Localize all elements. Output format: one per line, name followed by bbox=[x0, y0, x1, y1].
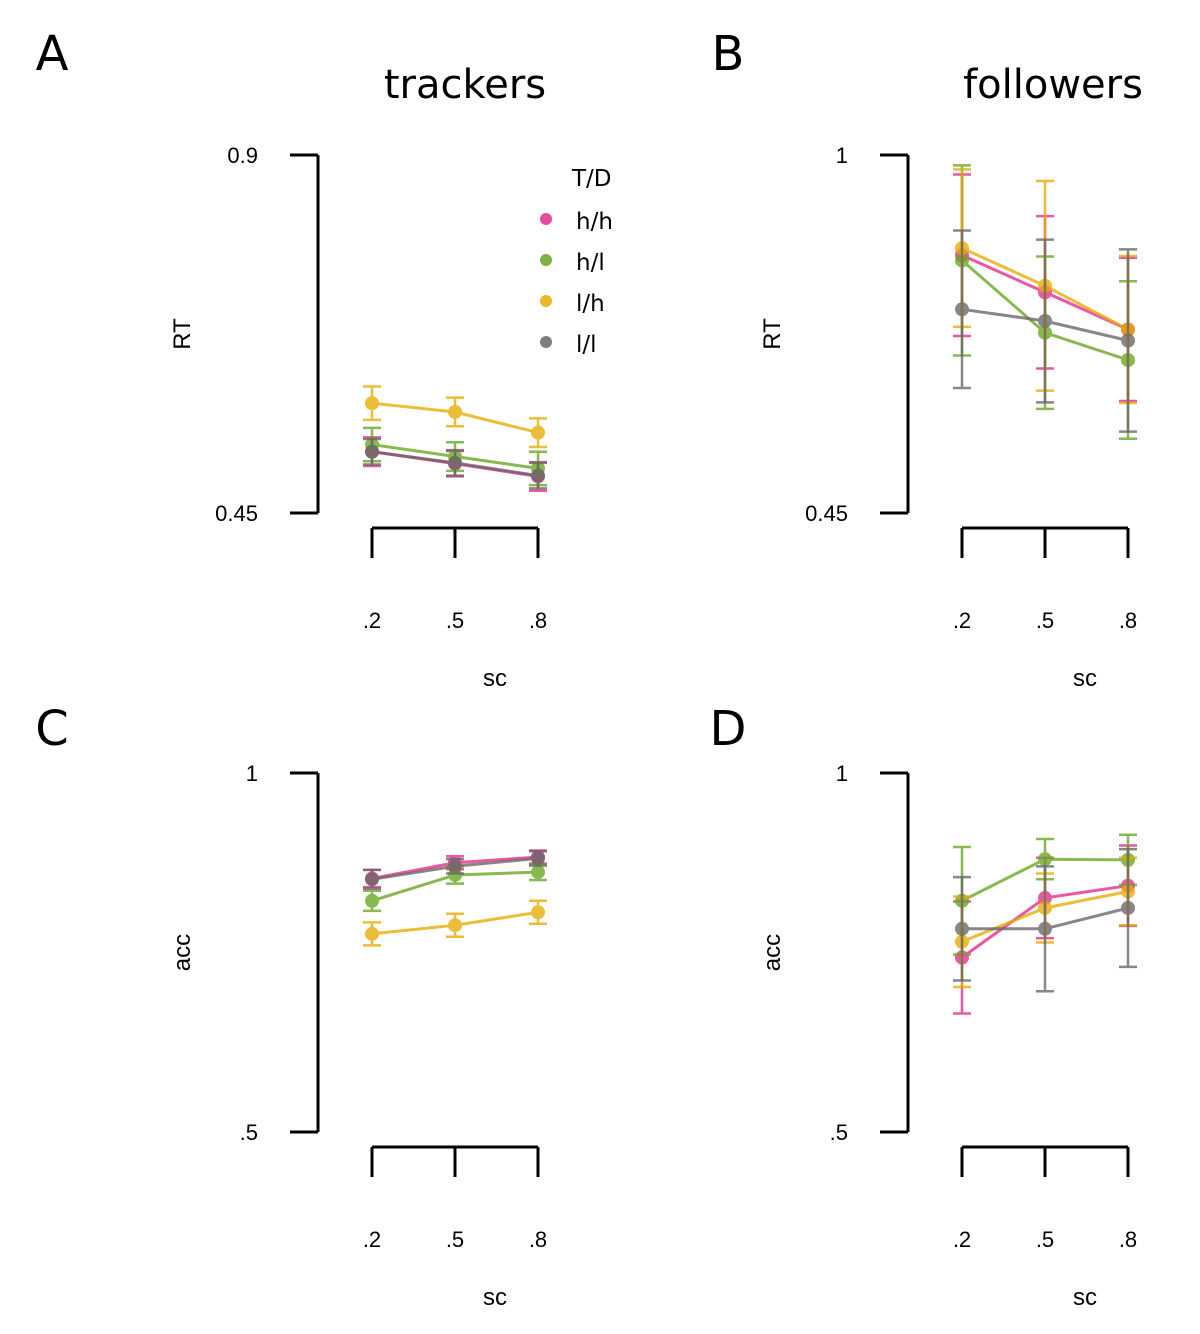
y-tick-label: 0.9 bbox=[227, 143, 258, 168]
data-point bbox=[365, 893, 379, 908]
x-tick-label: .8 bbox=[1119, 1227, 1137, 1252]
data-point bbox=[531, 865, 545, 880]
x-axis-title: sc bbox=[483, 665, 507, 692]
x-tick-label: .8 bbox=[529, 1227, 547, 1252]
legend-label: l/h bbox=[576, 291, 605, 317]
x-tick-label: .5 bbox=[1036, 608, 1054, 633]
panel-letter: C bbox=[35, 701, 69, 757]
series-l-l bbox=[363, 437, 547, 490]
data-point bbox=[448, 404, 462, 419]
panel-letter: B bbox=[712, 26, 745, 82]
panel-B: B 1 0.45 RT .2 .5 .8 sc bbox=[712, 26, 1138, 692]
series-h-l bbox=[363, 862, 547, 913]
x-axis-title: sc bbox=[483, 1284, 507, 1311]
y-axis-title: acc bbox=[759, 934, 786, 971]
legend-marker bbox=[540, 295, 552, 307]
x-tick-label: .2 bbox=[363, 1227, 381, 1252]
panel-letter: D bbox=[710, 701, 747, 757]
data-point bbox=[1038, 921, 1052, 936]
data-point bbox=[531, 468, 545, 483]
x-tick-label: .8 bbox=[529, 608, 547, 633]
y-tick-label: .5 bbox=[240, 1120, 258, 1145]
data-point bbox=[365, 444, 379, 459]
data-point bbox=[448, 918, 462, 933]
panel-letter: A bbox=[36, 26, 69, 82]
legend-label: h/h bbox=[576, 209, 613, 235]
data-point bbox=[1038, 852, 1052, 867]
data-point bbox=[448, 859, 462, 874]
x-tick-label: .5 bbox=[446, 608, 464, 633]
y-axis-title: acc bbox=[169, 934, 196, 971]
series-h-l bbox=[953, 833, 1137, 956]
data-point bbox=[955, 302, 969, 317]
data-point bbox=[448, 455, 462, 470]
series-l-h bbox=[363, 385, 547, 449]
legend-marker bbox=[540, 336, 552, 348]
y-tick-label: 0.45 bbox=[805, 501, 848, 526]
series-l-h bbox=[363, 899, 547, 947]
data-point bbox=[365, 926, 379, 941]
data-point bbox=[365, 872, 379, 887]
y-tick-label: 1 bbox=[246, 761, 258, 786]
legend-label: l/l bbox=[576, 332, 597, 358]
x-tick-label: .2 bbox=[953, 1227, 971, 1252]
x-axis-title: sc bbox=[1073, 665, 1097, 692]
column-title-followers: followers bbox=[963, 62, 1143, 108]
x-tick-label: .8 bbox=[1119, 608, 1137, 633]
data-point bbox=[955, 921, 969, 936]
legend-marker bbox=[540, 254, 552, 266]
x-axis-title: sc bbox=[1073, 1284, 1097, 1311]
series-l-l bbox=[953, 229, 1137, 433]
panel-A: A 0.9 0.45 RT .2 .5 .8 sc bbox=[36, 26, 548, 692]
data-point bbox=[365, 396, 379, 411]
y-axis-title: RT bbox=[759, 318, 786, 350]
data-point bbox=[1121, 333, 1135, 348]
y-tick-label: 1 bbox=[836, 143, 848, 168]
y-tick-label: 1 bbox=[836, 761, 848, 786]
column-title-trackers: trackers bbox=[384, 62, 546, 108]
data-point bbox=[531, 851, 545, 866]
panel-D: D 1 .5 acc .2 .5 .8 sc bbox=[710, 701, 1138, 1311]
x-tick-label: .5 bbox=[446, 1227, 464, 1252]
legend-label: h/l bbox=[576, 250, 605, 276]
legend-marker bbox=[540, 213, 552, 225]
x-tick-label: .2 bbox=[363, 608, 381, 633]
data-point bbox=[531, 425, 545, 440]
series-l-l bbox=[953, 847, 1137, 993]
data-point bbox=[1038, 313, 1052, 328]
legend-title: T/D bbox=[571, 166, 612, 192]
y-tick-label: 0.45 bbox=[215, 501, 258, 526]
x-tick-label: .5 bbox=[1036, 1227, 1054, 1252]
y-axis-title: RT bbox=[169, 318, 196, 350]
data-point bbox=[531, 905, 545, 920]
series-l-l bbox=[363, 850, 547, 890]
x-tick-label: .2 bbox=[953, 608, 971, 633]
y-tick-label: .5 bbox=[830, 1120, 848, 1145]
data-point bbox=[1121, 900, 1135, 915]
panel-C: C 1 .5 acc .2 .5 .8 sc bbox=[35, 701, 547, 1311]
